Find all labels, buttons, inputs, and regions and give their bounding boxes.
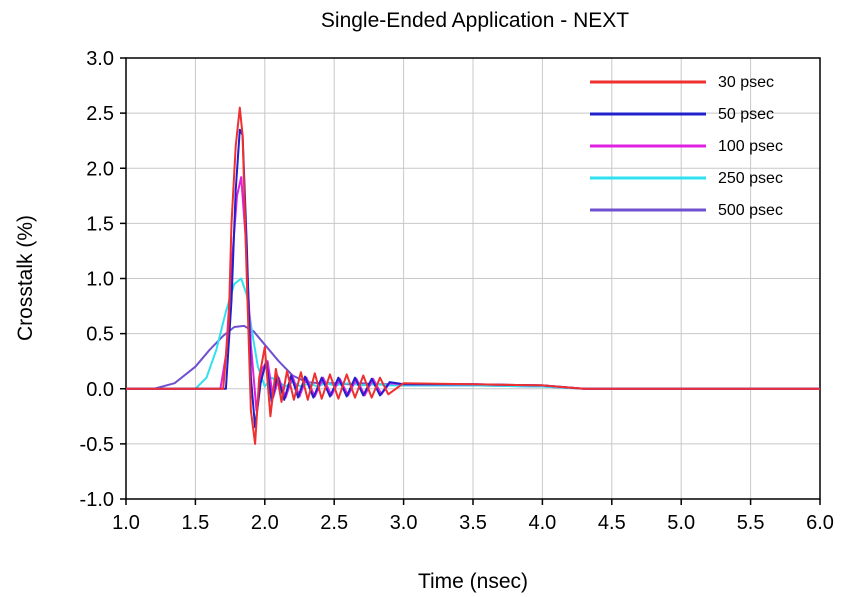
series-group (126, 106, 820, 445)
legend-label: 100 psec (718, 138, 783, 155)
y-tick-label: 2.0 (86, 158, 114, 180)
x-tick-label: 2.0 (251, 512, 279, 534)
x-tick-label: 4.5 (598, 512, 626, 534)
y-tick-label: -0.5 (80, 434, 114, 456)
series-line-30-psec (126, 106, 820, 445)
legend-label: 30 psec (718, 74, 774, 91)
x-tick-label: 1.5 (181, 512, 209, 534)
x-tick-label: 1.0 (112, 512, 140, 534)
y-tick-label: -1.0 (80, 489, 114, 511)
x-tick-label: 6.0 (806, 512, 834, 534)
grid (126, 58, 820, 499)
y-tick-label: 1.5 (86, 213, 114, 235)
x-axis-title: Time (nsec) (418, 570, 528, 593)
y-tick-label: 2.5 (86, 103, 114, 125)
y-tick-label: 0.5 (86, 324, 114, 346)
x-tick-label: 5.5 (737, 512, 765, 534)
x-tick-label: 3.5 (459, 512, 487, 534)
tick-labels: 1.0 1.5 2.0 2.5 3.0 3.5 4.0 4.5 5.0 5.5 6.0 3.0 2.5 2… (80, 48, 834, 534)
y-tick-label: 1.0 (86, 269, 114, 291)
x-tick-label: 5.0 (667, 512, 695, 534)
y-tick-label: 0.0 (86, 379, 114, 401)
legend-label: 500 psec (718, 202, 783, 219)
y-tick-label: 3.0 (86, 48, 114, 70)
x-tick-label: 3.0 (390, 512, 418, 534)
y-axis-title: Crosstalk (%) (14, 215, 37, 341)
legend: 30 psec 50 psec 100 psec 250 psec 500 psec (590, 74, 783, 219)
x-tick-label: 2.5 (320, 512, 348, 534)
x-tick-label: 4.0 (528, 512, 556, 534)
chart-title: Single-Ended Application - NEXT (321, 9, 629, 32)
legend-label: 50 psec (718, 106, 774, 123)
legend-label: 250 psec (718, 170, 783, 187)
